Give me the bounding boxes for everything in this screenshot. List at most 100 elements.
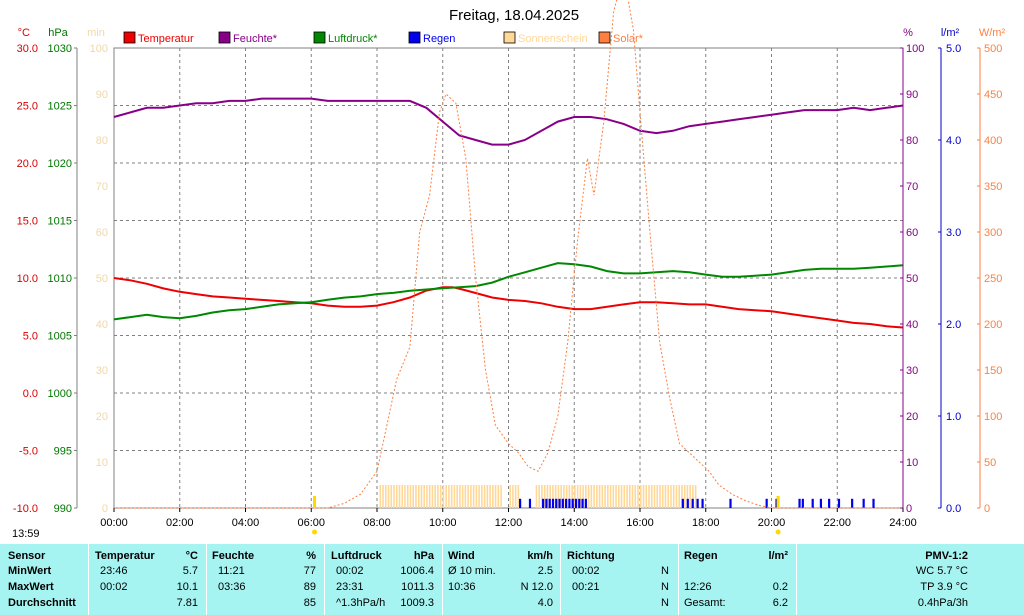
rain-bar: [545, 498, 548, 508]
stat-dir-v-row3: N: [661, 597, 669, 609]
stat-press-t-row3: ^1.3hPa/h: [336, 597, 386, 609]
temperature-axis-tick-label: 0.0: [23, 388, 38, 400]
rain-bar: [551, 498, 555, 508]
sunshine-axis-tick-label: 30: [96, 365, 108, 377]
pressure-axis-tick-label: 1030: [48, 43, 72, 55]
x-tick-label: 22:00: [823, 517, 851, 529]
solar-axis-tick-label: 350: [984, 181, 1002, 193]
rain-bar: [811, 498, 814, 508]
temperature-axis-tick-label: 30.0: [17, 43, 38, 55]
pressure-axis-tick-label: 1020: [48, 158, 72, 170]
stat-label-row2: MaxWert: [8, 581, 54, 593]
stat-press-t-row1: 00:02: [336, 565, 364, 577]
solar-axis-tick-label: 150: [984, 365, 1002, 377]
rain-bars: [519, 498, 875, 508]
stat-rain-v-row3: 6.2: [772, 597, 788, 609]
humidity-axis-tick-label: 20: [906, 411, 918, 423]
legend-swatch: [218, 31, 231, 44]
solar-axis-tick-label: 300: [984, 227, 1002, 239]
temperature-axis-tick-label: 15.0: [17, 216, 38, 228]
rain-axis-tick-label: 5.0: [946, 43, 961, 55]
sun-marker-dot: [775, 529, 781, 535]
pressure-axis-tick-label: 1005: [48, 331, 72, 343]
solar-axis-tick-label: 250: [984, 273, 1002, 285]
stat-wind-t-row1: Ø 10 min.: [448, 565, 496, 577]
temp-unit-label: °C: [18, 27, 30, 39]
stat-rain-v-row2: 0.2: [772, 581, 788, 593]
header-wind: Wind: [448, 550, 475, 562]
legend-label: Solar*: [613, 33, 644, 45]
legend-label: Feuchte*: [233, 33, 278, 45]
solar-axis-tick-label: 50: [984, 457, 996, 469]
rain-bar: [542, 498, 545, 508]
legend-swatch: [408, 31, 421, 44]
rain-unit-label: l/m²: [941, 27, 960, 39]
temperature-axis-tick-label: 10.0: [17, 273, 38, 285]
legend-swatch: [123, 31, 136, 44]
stat-wind-t-row2: 10:36: [448, 581, 476, 593]
humidity-axis-tick-label: 70: [906, 181, 918, 193]
pressure-axis-tick-label: 1015: [48, 216, 72, 228]
x-tick-label: 16:00: [626, 517, 654, 529]
rain-bar: [574, 498, 578, 508]
legend-swatch: [313, 31, 326, 44]
grid: [114, 48, 903, 508]
pressure-unit-label: hPa: [48, 27, 68, 39]
stat-dir-t-row2: 00:21: [572, 581, 600, 593]
stat-rain-t-row3: Gesamt:: [684, 597, 726, 609]
series-line-feuchte: [113, 97, 904, 146]
sunshine-axis-tick-label: 50: [96, 273, 108, 285]
header-temperatur: Temperatur: [95, 550, 155, 562]
legend-label: Temperatur: [138, 33, 194, 45]
stat-temp-v-row1: 5.7: [182, 565, 198, 577]
header-temperatur-unit: °C: [185, 550, 198, 562]
rain-bar: [571, 498, 574, 508]
temperature-axis-tick-label: 20.0: [17, 158, 38, 170]
rain-bar: [798, 498, 801, 508]
temperature-axis-tick-label: 25.0: [17, 101, 38, 113]
stat-wind-v-row1: 2.5: [537, 565, 553, 577]
temperature-axis-tick-label: 5.0: [23, 331, 38, 343]
humidity-axis-tick-label: 50: [906, 273, 918, 285]
series-line-temperatur: [113, 277, 904, 329]
header-feuchte-unit: %: [306, 550, 316, 562]
solar-axis-tick-label: 0: [984, 503, 990, 515]
solar-axis-tick-label: 400: [984, 135, 1002, 147]
sunshine-axis-tick-label: 90: [96, 89, 108, 101]
humidity-axis-tick-label: 30: [906, 365, 918, 377]
stat-press-v-row1: 1006.4: [400, 565, 434, 577]
pressure-axis-tick-label: 1000: [48, 388, 72, 400]
rain-bar: [555, 498, 558, 508]
rain-axis-tick-label: 3.0: [946, 227, 961, 239]
sunshine-axis-tick-label: 100: [90, 43, 108, 55]
temperature-axis-tick-label: -10.0: [13, 503, 38, 515]
stat-dir-v-row2: N: [661, 581, 669, 593]
sunmin-unit-label: min: [87, 27, 105, 39]
stat-pmv-row3: 0.4hPa/3h: [917, 597, 968, 609]
rain-bar: [558, 498, 561, 508]
stat-wind-v-row2: N 12.0: [520, 581, 553, 593]
legend-label: Luftdruck*: [328, 33, 378, 45]
x-tick-label: 02:00: [166, 517, 194, 529]
header-wind-unit: km/h: [527, 550, 553, 562]
chart-title: Freitag, 18.04.2025: [449, 7, 579, 24]
series-line-solar: [114, 0, 903, 509]
rain-bar: [862, 498, 865, 508]
header-sensor: Sensor: [8, 550, 46, 562]
rain-axis-tick-label: 1.0: [946, 411, 961, 423]
stat-temp-t-row1: 23:46: [100, 565, 128, 577]
solar-axis-tick-label: 500: [984, 43, 1002, 55]
stat-temp-v-row3: 7.81: [176, 597, 198, 609]
stat-hum-t-row2: 03:36: [218, 581, 246, 593]
rain-axis-tick-label: 4.0: [946, 135, 961, 147]
legend-label: Regen: [423, 33, 455, 45]
rain-bar: [578, 498, 581, 508]
stat-press-t-row2: 23:31: [336, 581, 364, 593]
rain-bar: [581, 498, 584, 508]
statistics-panel: Sensor Temperatur °C Feuchte % Luftdruck…: [0, 543, 1024, 615]
header-luftdruck-unit: hPa: [413, 550, 434, 562]
x-tick-label: 20:00: [758, 517, 786, 529]
solar-unit-label: W/m²: [979, 27, 1006, 39]
rain-bar: [519, 498, 522, 508]
sun-marker: [776, 496, 780, 508]
